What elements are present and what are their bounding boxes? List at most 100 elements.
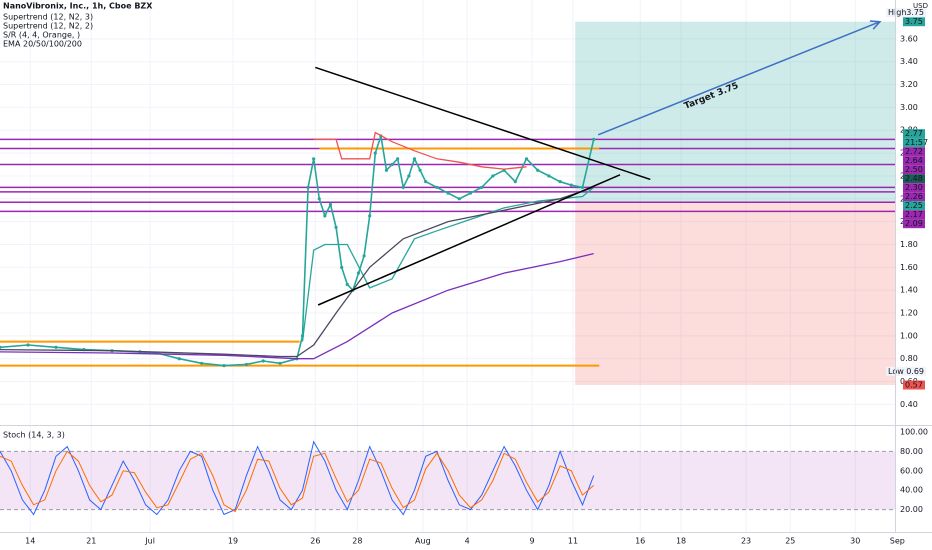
stop-zone	[575, 202, 895, 386]
price-point	[384, 168, 389, 172]
price-point	[261, 359, 265, 363]
price-point	[0, 345, 2, 349]
price-line	[0, 135, 595, 367]
x-tick-label: 28	[352, 537, 362, 546]
x-tick-label: 23	[741, 537, 751, 546]
target-arrow	[597, 21, 881, 136]
price-label: 0.57	[905, 381, 923, 390]
stoch-tick-label: 60.00	[900, 466, 923, 475]
price-label-box	[903, 192, 925, 202]
price-point	[312, 157, 316, 161]
price-point	[278, 361, 282, 365]
price-label-box	[903, 210, 925, 220]
price-point	[362, 254, 366, 258]
x-tick-label: 18	[676, 537, 686, 546]
price-label: 2.26	[905, 192, 923, 201]
indicator-line	[0, 252, 594, 360]
price-point	[401, 185, 405, 189]
arrow-head	[869, 20, 882, 30]
countdown: 21:57	[905, 138, 928, 147]
price-point	[418, 168, 422, 172]
trendline	[317, 174, 621, 306]
price-label: 2.50	[905, 165, 923, 174]
price-point	[592, 137, 596, 141]
x-tick-label: 30	[850, 537, 860, 546]
price-label-box	[903, 156, 925, 166]
y-tick-label: 3.00	[900, 103, 918, 112]
price-point	[200, 361, 204, 365]
price-label-box	[903, 129, 925, 139]
price-point	[412, 157, 417, 161]
price-point	[435, 185, 439, 189]
y-tick-label: 0.40	[900, 400, 918, 409]
price-point	[396, 157, 400, 161]
y-tick-label: 1.60	[900, 263, 918, 272]
price-point	[244, 362, 249, 367]
price-point	[513, 180, 517, 184]
y-tick-label: 1.40	[900, 286, 918, 295]
stoch-tick-label: 100.00	[900, 428, 928, 437]
price-point	[356, 271, 361, 275]
price-label: 2.64	[905, 156, 923, 165]
high-low-name: Low	[888, 367, 904, 376]
x-tick-label: Aug	[415, 537, 431, 546]
price-label-box	[903, 174, 925, 184]
x-tick-label: 4	[465, 537, 470, 546]
price-label: 2.09	[905, 219, 923, 228]
high-low-box	[886, 8, 926, 18]
price-label: 2.72	[905, 147, 923, 156]
price-label: 3.75	[905, 17, 923, 26]
overlay: 0.400.600.801.001.201.401.601.802.002.20…	[25, 8, 928, 546]
indicator-legend: Supertrend (12, N2, 3)	[3, 13, 93, 22]
indicator-legend: EMA 20/50/100/200	[3, 40, 82, 49]
price-label: 2.30	[905, 183, 923, 192]
price-point	[390, 162, 394, 167]
y-tick-label: 3.40	[900, 57, 918, 66]
price-point	[306, 185, 310, 189]
price-pane	[0, 0, 895, 425]
x-tick-label: 26	[310, 537, 320, 546]
price-point	[373, 151, 377, 155]
price-point	[317, 197, 321, 201]
indicator-legend: Supertrend (12, N2, 2)	[3, 22, 93, 31]
price-label-box	[903, 165, 925, 175]
price-point	[491, 174, 495, 178]
price-label-box	[903, 17, 925, 27]
price-point	[177, 357, 181, 361]
price-point	[407, 174, 411, 178]
price-label-box	[903, 183, 925, 193]
price-point	[345, 282, 349, 287]
x-tick-label: 19	[228, 537, 238, 546]
price-point	[340, 265, 344, 269]
price-point	[424, 180, 428, 184]
stoch-line	[0, 450, 595, 513]
stoch-line	[0, 440, 595, 516]
price-point	[328, 202, 333, 207]
x-tick-label: 9	[530, 537, 535, 546]
y-tick-label: 1.20	[900, 309, 918, 318]
countdown-box	[903, 138, 925, 148]
x-tick-label: 14	[25, 537, 35, 546]
price-point	[368, 214, 372, 218]
indicator-line	[0, 186, 594, 358]
price-point	[480, 185, 484, 189]
y-tick-label: 1.80	[900, 240, 918, 249]
target-zone	[575, 21, 895, 203]
y-tick-label: 0.80	[900, 354, 918, 363]
x-tick-label: 16	[635, 537, 645, 546]
price-label: 2.17	[905, 210, 923, 219]
y-tick-label: 1.00	[900, 331, 918, 340]
price-label-box	[903, 201, 925, 211]
price-point	[446, 191, 450, 195]
price-point	[323, 214, 327, 218]
stoch-tick-label: 80.00	[900, 447, 923, 456]
price-label: 2.25	[905, 201, 923, 210]
currency: USD	[913, 2, 928, 10]
high-low-value: 3.75	[906, 8, 924, 17]
price-point	[547, 174, 551, 178]
price-label-box	[903, 147, 925, 157]
x-tick-label: 25	[785, 537, 795, 546]
price-label: 2.77	[905, 129, 923, 138]
x-tick-label: 11	[568, 537, 578, 546]
